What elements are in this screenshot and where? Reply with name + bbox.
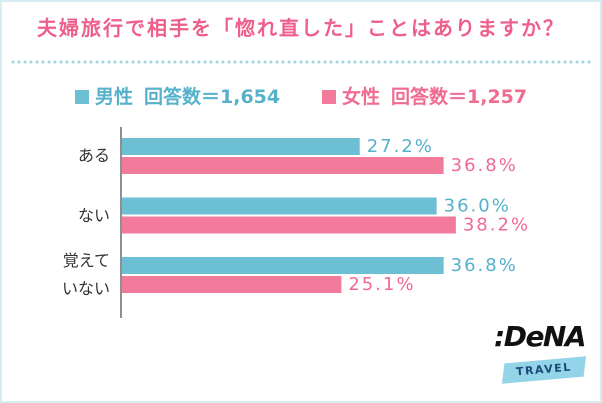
legend-label-male: 男性 <box>95 86 134 108</box>
legend-respondents-female: 回答数＝1,257 <box>391 86 528 108</box>
bar-series-2-category-2 <box>122 216 456 234</box>
dena-travel-logo: :DeNA TRAVEL <box>494 320 594 388</box>
chart-title: 夫婦旅行で相手を「惚れ直した」ことはありますか？ <box>37 16 565 40</box>
legend-swatch-male <box>75 90 89 104</box>
travel-badge-text: TRAVEL <box>515 360 573 379</box>
category-label-3: 覚えて いない <box>61 251 110 298</box>
legend-label-female: 女性 <box>342 86 381 108</box>
bar-series-2-category-3 <box>122 276 342 293</box>
dotted-divider <box>10 60 592 64</box>
bar-series-2-category-1 <box>122 157 444 174</box>
category-label-1: ある <box>77 146 110 165</box>
bar-series-1-category-3 <box>122 257 444 274</box>
travel-badge: TRAVEL <box>501 356 587 384</box>
value-label-series-1-category-2: 36.0% <box>444 196 511 217</box>
category-label-2: ない <box>77 205 110 225</box>
value-label-series-2-category-2: 38.2% <box>463 215 530 236</box>
legend-respondents-male: 回答数＝1,654 <box>144 86 281 108</box>
value-label-series-1-category-1: 27.2% <box>367 136 434 157</box>
legend-swatch-female <box>322 90 336 104</box>
legend-item-male: 男性 回答数＝1,654 <box>75 85 280 109</box>
dena-wordmark: :DeNA <box>494 320 587 353</box>
bar-series-1-category-1 <box>122 138 360 155</box>
value-label-series-2-category-3: 25.1% <box>348 274 415 295</box>
value-label-series-1-category-3: 36.8% <box>451 255 518 276</box>
bar-series-1-category-2 <box>122 197 437 215</box>
value-label-series-2-category-1: 36.8% <box>451 155 518 176</box>
legend-item-female: 女性 回答数＝1,257 <box>322 85 527 109</box>
